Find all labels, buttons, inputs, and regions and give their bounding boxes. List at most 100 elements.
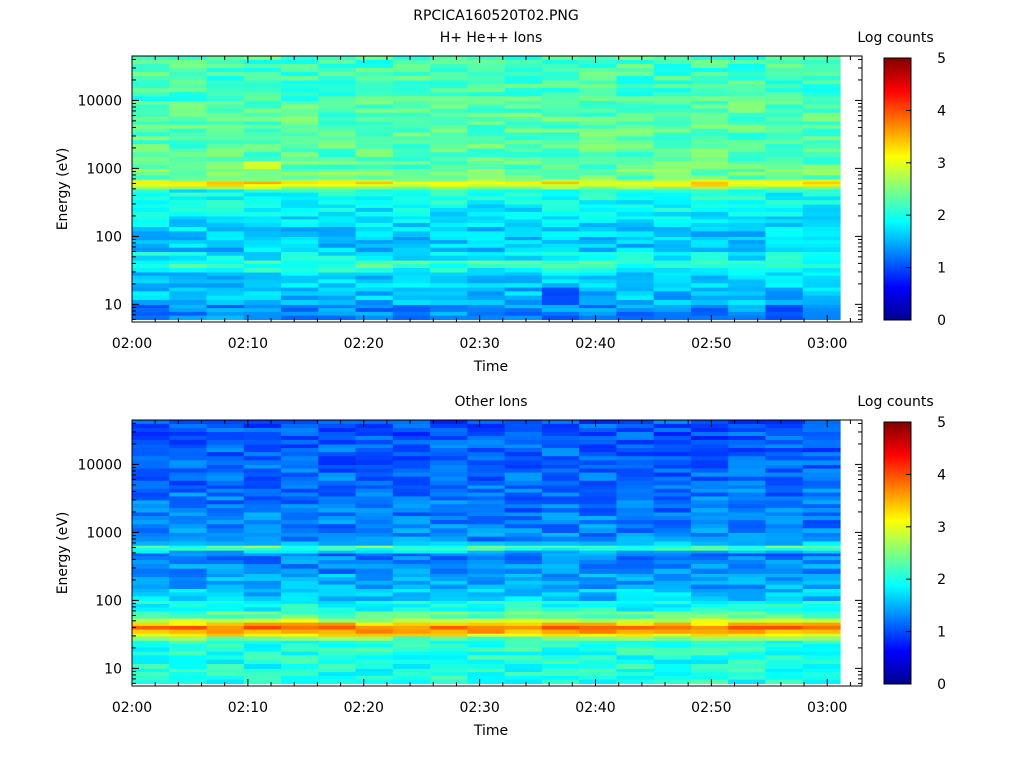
heatmap-cell xyxy=(802,580,841,586)
heatmap-cell xyxy=(690,100,729,106)
heatmap-cell xyxy=(616,573,655,578)
heatmap-cell xyxy=(653,203,692,209)
heatmap-cell xyxy=(579,164,618,169)
heatmap-cell xyxy=(318,175,357,180)
heatmap-cell xyxy=(616,92,655,97)
heatmap-cell xyxy=(392,423,431,429)
heatmap-cell xyxy=(132,600,170,605)
heatmap-cell xyxy=(132,464,170,470)
heatmap-cell xyxy=(579,625,618,630)
heatmap-cell xyxy=(467,124,506,130)
heatmap-cell xyxy=(392,564,431,570)
heatmap-cell xyxy=(579,628,618,634)
heatmap-cell xyxy=(355,203,394,209)
heatmap-cell xyxy=(243,460,282,465)
heatmap-cell xyxy=(541,186,580,190)
heatmap-cell xyxy=(653,243,692,249)
heatmap-cell xyxy=(504,460,543,465)
heatmap-cell xyxy=(281,259,319,265)
heatmap-cell xyxy=(579,528,618,533)
heatmap-cell xyxy=(504,484,543,490)
heatmap-cell xyxy=(504,496,543,501)
heatmap-cell xyxy=(132,207,170,213)
heatmap-cell xyxy=(616,464,655,470)
heatmap-cell xyxy=(206,104,245,110)
heatmap-cell xyxy=(616,596,655,601)
heatmap-cell xyxy=(765,628,804,634)
heatmap-cell xyxy=(355,439,394,445)
heatmap-cell xyxy=(281,112,319,118)
heatmap-cell xyxy=(169,443,208,449)
heatmap-cell xyxy=(206,431,245,437)
heatmap-cell xyxy=(169,452,208,457)
heatmap-cell xyxy=(653,679,692,685)
heatmap-cell xyxy=(392,484,431,490)
heatmap-cell xyxy=(169,460,208,465)
heatmap-cell xyxy=(467,618,506,623)
heatmap-cell xyxy=(281,545,319,549)
heatmap-cell xyxy=(206,679,245,685)
heatmap-cell xyxy=(579,577,618,582)
heatmap-cell xyxy=(616,295,655,301)
heatmap-cell xyxy=(765,207,804,213)
heatmap-cell xyxy=(579,291,618,297)
heatmap-cell xyxy=(243,124,282,130)
heatmap-cell xyxy=(430,552,468,557)
heatmap-cell xyxy=(467,147,506,153)
heatmap-cell xyxy=(690,226,729,232)
heatmap-cell xyxy=(132,311,170,317)
heatmap-cell xyxy=(318,295,357,301)
heatmap-cell xyxy=(392,504,431,509)
heatmap-cell xyxy=(579,236,618,241)
heatmap-cell xyxy=(616,607,655,612)
heatmap-cell xyxy=(653,59,692,65)
heatmap-cell xyxy=(690,484,729,490)
heatmap-cell xyxy=(541,271,580,277)
heatmap-cell xyxy=(318,472,357,478)
heatmap-cell xyxy=(430,263,468,268)
heatmap-cell xyxy=(504,59,543,65)
heatmap-cell xyxy=(802,668,841,673)
heatmap-cell xyxy=(690,196,729,201)
heatmap-cell xyxy=(467,59,506,65)
heatmap-cell xyxy=(318,247,357,253)
heatmap-cell xyxy=(579,664,618,669)
colorbar-title: Log counts xyxy=(857,30,933,46)
heatmap-cell xyxy=(765,263,804,268)
heatmap-cell xyxy=(504,511,543,517)
heatmap-cell xyxy=(132,659,170,665)
heatmap-cell xyxy=(541,431,580,437)
heatmap-cell xyxy=(243,231,282,237)
heatmap-cell xyxy=(765,592,804,597)
heatmap-cell xyxy=(728,112,767,118)
heatmap-cell xyxy=(504,112,543,118)
heatmap-cell xyxy=(132,236,170,241)
heatmap-cell xyxy=(728,675,767,681)
heatmap-cell xyxy=(281,431,319,437)
heatmap-cell xyxy=(653,556,692,561)
heatmap-cell xyxy=(467,171,506,177)
heatmap-cell xyxy=(355,545,394,549)
heatmap-cell xyxy=(169,547,208,551)
heatmap-cell xyxy=(318,132,357,137)
heatmap-cell xyxy=(541,435,580,441)
heatmap-cell xyxy=(206,456,245,461)
heatmap-cell xyxy=(541,664,580,669)
heatmap-cell xyxy=(132,271,170,277)
heatmap-cell xyxy=(690,147,729,153)
heatmap-cell xyxy=(169,203,208,209)
heatmap-cell xyxy=(392,251,431,257)
heatmap-cell xyxy=(392,556,431,561)
heatmap-cell xyxy=(281,203,319,209)
heatmap-cell xyxy=(579,610,618,616)
heatmap-cell xyxy=(690,283,729,288)
heatmap-cell xyxy=(802,564,841,570)
heatmap-cell xyxy=(467,625,506,630)
heatmap-cell xyxy=(243,112,282,118)
heatmap-cell xyxy=(392,287,431,292)
heatmap-cell xyxy=(169,236,208,241)
heatmap-cell xyxy=(467,271,506,277)
heatmap-cell xyxy=(467,448,506,453)
heatmap-cell xyxy=(765,647,804,652)
heatmap-cell xyxy=(579,480,618,486)
